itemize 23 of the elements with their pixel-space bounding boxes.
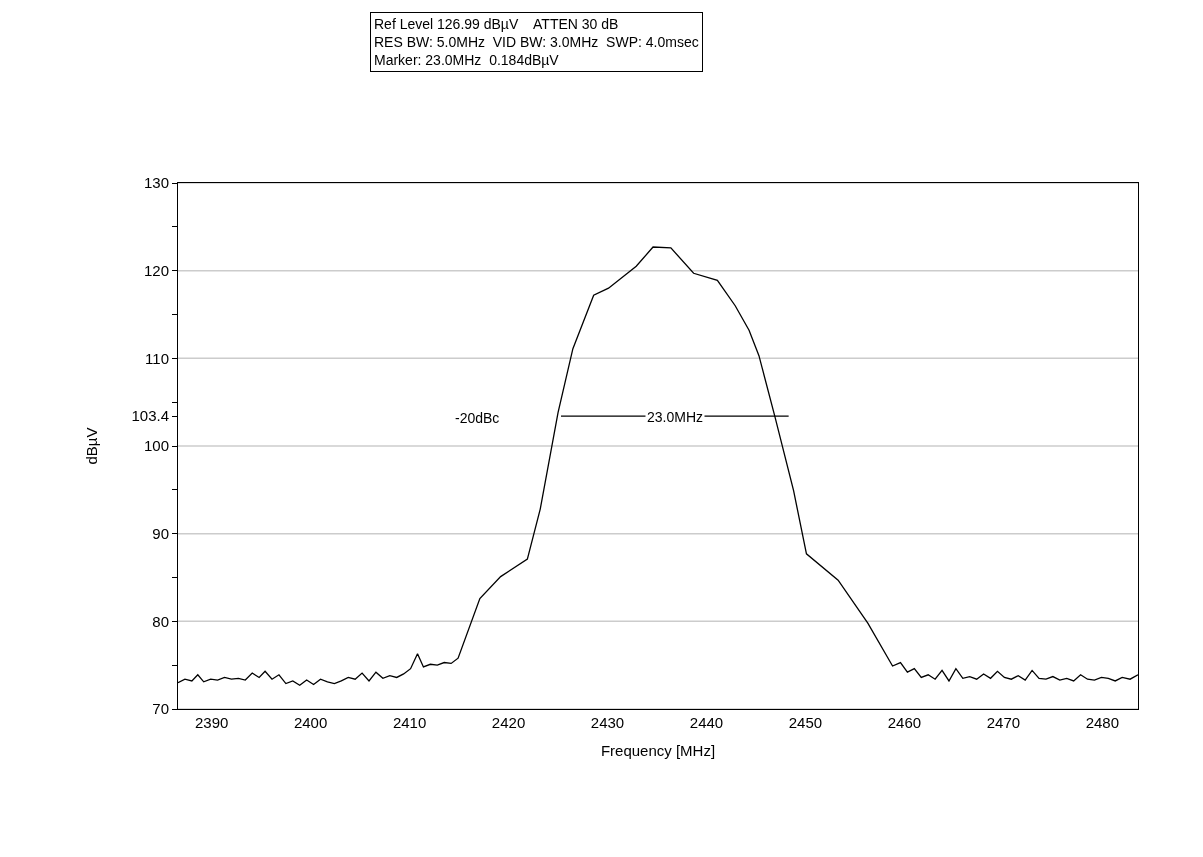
y-tick-label: 70 bbox=[152, 700, 169, 718]
x-tick-label: 2450 bbox=[788, 714, 823, 731]
y-tick-label: 100 bbox=[143, 437, 169, 455]
y-tick-label: 130 bbox=[143, 174, 169, 192]
annotation: 23.0MHz bbox=[647, 409, 704, 425]
x-tick-label: 2440 bbox=[689, 714, 724, 731]
y-tick-label: 110 bbox=[145, 349, 169, 367]
x-tick-label: 2430 bbox=[590, 714, 625, 731]
y-tick-label: 103.4 bbox=[131, 407, 169, 425]
x-tick-label: 2390 bbox=[194, 714, 229, 731]
x-tick-label: 2460 bbox=[887, 714, 922, 731]
x-tick-label: 2400 bbox=[293, 714, 328, 731]
text: Ref Level 126.99 dBµV ATTEN 30 dB RES BW: 5.0MHz VID BW: 3.0MHz SWP: 4.0msec Marker: 23.0MHz 0.184dBµV bbox=[374, 16, 699, 69]
x-tick-label: 2420 bbox=[491, 714, 526, 731]
annotation: -20dBc bbox=[455, 410, 500, 426]
x-axis-title: Frequency [MHz] bbox=[600, 742, 716, 759]
y-tick-label: 120 bbox=[143, 261, 169, 279]
x-tick-label: 2480 bbox=[1085, 714, 1120, 731]
y-axis-title: dBµV bbox=[82, 427, 100, 465]
y-tick-label: 80 bbox=[152, 612, 169, 630]
x-tick-label: 2410 bbox=[392, 714, 427, 731]
y-tick-label: 90 bbox=[152, 524, 169, 542]
x-tick-label: 2470 bbox=[986, 714, 1021, 731]
